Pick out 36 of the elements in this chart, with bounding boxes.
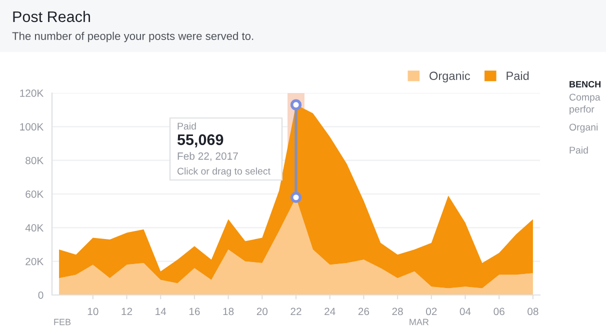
x-tick-label: 22 [290, 308, 302, 316]
x-tick-label: 12 [122, 308, 132, 316]
y-tick-label: 20K [26, 258, 44, 266]
y-tick-label: 40K [25, 224, 44, 232]
x-tick-label: 24 [324, 308, 336, 316]
text: BENCH [570, 81, 600, 88]
x-tick-label: 04 [460, 308, 471, 316]
x-tick-label: 02 [426, 308, 437, 316]
legend-label: Paid [506, 71, 529, 80]
x-tick-label: 26 [358, 308, 370, 316]
text: Organi [569, 123, 598, 133]
text: Compa [569, 94, 600, 103]
y-tick-label: 80K [26, 156, 44, 164]
legend-label: Organic [430, 71, 470, 82]
annotation: MAR [410, 318, 429, 326]
text: Paid [570, 146, 588, 154]
chart-title: Post Reach [13, 10, 90, 22]
y-tick-label: 60K [26, 190, 44, 198]
x-tick-label: 28 [392, 308, 403, 316]
x-tick-label: 14 [156, 308, 166, 316]
x-tick-label: 18 [223, 308, 234, 316]
text: perfor [570, 105, 594, 115]
annotation: Paid [178, 122, 196, 130]
x-tick-label: 08 [528, 308, 538, 316]
x-tick-label: 20 [256, 308, 268, 316]
x-tick-label: 10 [88, 308, 98, 316]
annotation: FEB [54, 318, 71, 326]
y-tick-label: 0 [38, 292, 44, 299]
annotation: 55,069 [177, 134, 224, 148]
x-tick-label: 06 [494, 308, 504, 316]
y-tick-label: 120K [20, 90, 44, 97]
annotation: Click or drag to select [177, 167, 270, 177]
x-tick-label: 16 [189, 308, 200, 316]
y-tick-label: 100K [20, 123, 44, 131]
annotation: Feb 22, 2017 [178, 152, 238, 162]
chart-subtitle: The number of people your posts were served to. [12, 32, 254, 42]
